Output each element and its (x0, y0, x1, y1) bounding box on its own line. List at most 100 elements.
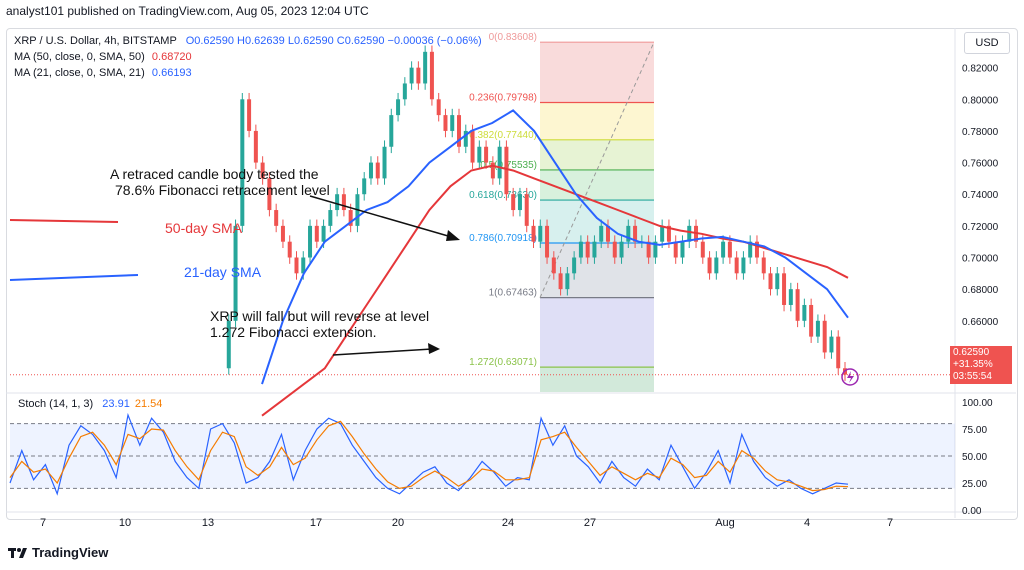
last-price-tag: 0.62590 +31.35% 03:55:54 (950, 346, 1012, 384)
candle-body (761, 257, 766, 274)
candle-body (240, 99, 245, 226)
tradingview-logo-icon (8, 547, 27, 558)
candle-body (470, 130, 475, 163)
stoch-d-value: 21.54 (134, 398, 163, 410)
candle-body (829, 336, 834, 353)
candle-body (782, 273, 787, 305)
candle-body (260, 162, 265, 179)
candle-body (226, 320, 231, 369)
candle-body (301, 257, 306, 274)
ma21-value: 0.66193 (151, 67, 192, 79)
candle-body (443, 115, 448, 131)
last-price: 0.62590 (953, 347, 990, 358)
candle-body (538, 225, 543, 242)
candle-body (490, 162, 495, 179)
candle-body (294, 257, 299, 274)
candle-body (429, 51, 434, 100)
retrace-annotation: A retraced candle body tested the 78.6% … (110, 166, 330, 198)
candle-body (809, 304, 814, 337)
candle-body (545, 225, 550, 258)
candle-body (267, 178, 272, 211)
time-tick-label: 13 (202, 517, 214, 529)
candle-body (721, 241, 726, 258)
fib-level-label: 0.382(0.77440) (469, 130, 537, 141)
ma21-legend: MA (21, close, 0, SMA, 21) 0.66193 (14, 66, 192, 80)
stoch-d-line (9, 420, 849, 492)
fib-zone (540, 139, 654, 170)
time-tick-label: 7 (887, 517, 893, 529)
candle-body (660, 225, 665, 242)
fib-level-label: 0.236(0.79798) (469, 92, 537, 103)
candle-body (599, 225, 604, 242)
candle-body (727, 241, 732, 258)
candle-body (517, 194, 522, 211)
candle-body (341, 194, 346, 211)
stoch-tick-label: 0.00 (962, 506, 982, 517)
candle-body (707, 257, 712, 274)
fib-zone (540, 169, 654, 201)
candle-body (423, 51, 428, 84)
candle-body (274, 210, 279, 226)
candle-body (287, 241, 292, 258)
retrace-arrow-shaft (309, 195, 456, 239)
ma21-line (261, 109, 849, 385)
candle-body (795, 289, 800, 321)
bar-countdown: 03:55:54 (953, 371, 992, 382)
candle-body (741, 257, 746, 274)
footer-brand: TradingView (32, 545, 109, 560)
candle-body (605, 225, 610, 242)
candle-body (619, 241, 624, 258)
currency-button[interactable]: USD (964, 32, 1010, 54)
time-tick-label: 20 (392, 517, 404, 529)
candle-body (646, 241, 651, 258)
tradingview-footer[interactable]: TradingView (8, 545, 108, 560)
fib-zone (540, 297, 654, 368)
candle-body (477, 146, 482, 163)
price-tick-label: 0.78000 (962, 127, 999, 138)
candle-body (775, 273, 780, 290)
time-tick-label: 24 (502, 517, 514, 529)
candle-body (673, 241, 678, 258)
fall-annotation: XRP will fall but will reverse at level … (210, 308, 429, 340)
price-tick-label: 0.66000 (962, 317, 999, 328)
publisher-line: analyst101 published on TradingView.com,… (6, 4, 369, 18)
symbol-legend: XRP / U.S. Dollar, 4h, BITSTAMP O0.62590… (14, 34, 482, 48)
time-tick-label: 7 (40, 517, 46, 529)
price-tick-label: 0.80000 (962, 95, 999, 106)
price-tick-label: 0.72000 (962, 222, 999, 233)
price-tick-label: 0.76000 (962, 159, 999, 170)
candle-body (436, 99, 441, 116)
retrace-line-1: A retraced candle body tested the (110, 166, 319, 182)
fib-zone (540, 102, 654, 140)
candle-body (551, 257, 556, 274)
fib-level-label: 0(0.83608) (489, 32, 537, 43)
candle-body (802, 304, 807, 321)
candle-body (450, 115, 455, 131)
price-tick-label: 0.68000 (962, 285, 999, 296)
price-tick-label: 0.74000 (962, 190, 999, 201)
retrace-arrow-head (446, 230, 460, 241)
candle-body (524, 194, 529, 226)
candle-body (409, 67, 414, 84)
candle-body (578, 241, 583, 258)
time-tick-label: 17 (310, 517, 322, 529)
sma50-legend-line (9, 219, 119, 223)
fib-zone (540, 42, 654, 103)
candle-body (572, 257, 577, 274)
stoch-tick-label: 50.00 (962, 452, 987, 463)
time-tick-label: 27 (584, 517, 596, 529)
candle-body (362, 178, 367, 195)
candle-body (633, 225, 638, 242)
candle-body (687, 225, 692, 242)
stoch-k-line (9, 412, 849, 496)
candle-body (768, 273, 773, 290)
stoch-legend: Stoch (14, 1, 3) 23.91 21.54 (18, 398, 162, 410)
candle-body (253, 130, 258, 163)
fib-level-label: 1.272(0.63071) (469, 357, 537, 368)
ma50-label: MA (50, close, 0, SMA, 50) (14, 51, 145, 63)
candle-body (396, 99, 401, 116)
candle-body (484, 146, 489, 163)
sma50-annotation: 50-day SMA (165, 220, 243, 236)
fall-line-2: 1.272 Fibonacci extension. (210, 324, 377, 340)
